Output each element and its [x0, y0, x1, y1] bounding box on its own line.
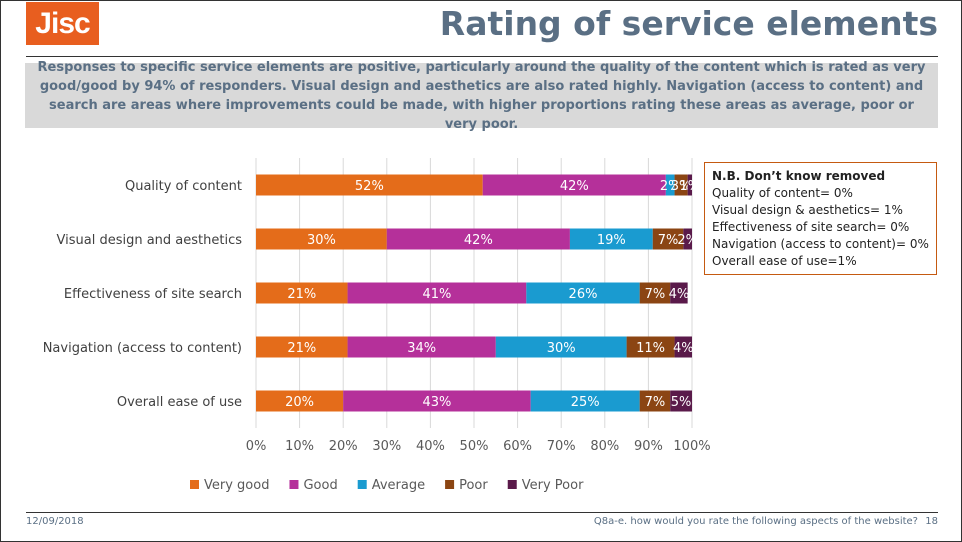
bar-segment — [670, 390, 692, 412]
data-label: 42% — [464, 233, 493, 248]
data-label: 20% — [285, 395, 314, 410]
page-title: Rating of service elements — [439, 4, 938, 43]
note-line: Visual design & aesthetics= 1% — [712, 203, 903, 217]
legend-swatch — [289, 480, 299, 489]
note-line: Navigation (access to content)= 0% — [712, 237, 929, 251]
data-label: 21% — [287, 287, 316, 302]
header-divider — [26, 56, 938, 57]
bar-segment — [256, 336, 348, 358]
bar-segment — [256, 228, 387, 250]
legend-label: Poor — [459, 478, 488, 493]
bar-segment — [674, 174, 688, 196]
data-label: 26% — [569, 287, 598, 302]
bar-segment — [256, 174, 483, 196]
x-tick-label: 30% — [372, 439, 401, 454]
bar-segment — [626, 336, 675, 358]
x-tick-label: 10% — [285, 439, 314, 454]
note-box: N.B. Don’t know removed Quality of conte… — [704, 162, 937, 275]
bar-segment — [347, 336, 496, 358]
bar-segment — [674, 336, 692, 358]
data-label: 11% — [636, 341, 665, 356]
bar-segment — [386, 228, 570, 250]
category-label: Navigation (access to content) — [43, 341, 242, 356]
data-label: 52% — [355, 179, 384, 194]
data-label: 2% — [677, 233, 698, 248]
category-label: Effectiveness of site search — [64, 287, 242, 302]
legend-label: Very Poor — [522, 478, 584, 493]
x-tick-label: 40% — [416, 439, 445, 454]
bar-segment — [256, 282, 348, 304]
data-label: 19% — [597, 233, 626, 248]
legend-label: Good — [303, 478, 337, 493]
category-label: Visual design and aesthetics — [57, 233, 243, 248]
note-line: Quality of content= 0% — [712, 186, 853, 200]
legend-label: Average — [372, 478, 425, 493]
bar-segment — [652, 228, 684, 250]
x-tick-label: 100% — [673, 439, 710, 454]
x-tick-label: 80% — [590, 439, 619, 454]
legend-swatch — [190, 480, 199, 489]
bar-segment — [482, 174, 666, 196]
bar-segment — [687, 174, 692, 196]
bar-segment — [256, 390, 344, 412]
bar-segment — [665, 174, 675, 196]
data-label: 42% — [560, 179, 589, 194]
legend-swatch — [357, 480, 367, 489]
data-label: 1% — [680, 179, 701, 194]
bar-segment — [639, 390, 671, 412]
legend-swatch — [507, 480, 517, 489]
bar-segment — [683, 228, 692, 250]
data-label: 41% — [422, 287, 451, 302]
x-tick-label: 90% — [634, 439, 663, 454]
data-label: 34% — [407, 341, 436, 356]
bar-segment — [670, 282, 688, 304]
data-label: 30% — [307, 233, 336, 248]
footer-date: 12/09/2018 — [26, 516, 84, 527]
data-label: 3% — [671, 179, 692, 194]
page-number: 18 — [925, 516, 938, 527]
bar-segment — [495, 336, 627, 358]
x-tick-label: 60% — [503, 439, 532, 454]
summary-text: Responses to specific service elements a… — [25, 60, 938, 132]
data-label: 4% — [669, 287, 690, 302]
data-label: 21% — [287, 341, 316, 356]
category-label: Quality of content — [125, 179, 242, 194]
data-label: 7% — [645, 395, 666, 410]
bar-segment — [526, 282, 640, 304]
stacked-bar-chart: 0% 10% 20% 30% 40% 50% 60% 70% 80% 90% 100% Quality… — [43, 158, 711, 493]
data-label: 25% — [571, 395, 600, 410]
data-label: 7% — [645, 287, 666, 302]
jisc-logo: Jisc — [26, 2, 99, 45]
data-label: 30% — [547, 341, 576, 356]
data-label: 5% — [671, 395, 692, 410]
bar-segment — [569, 228, 653, 250]
x-tick-label: 20% — [329, 439, 358, 454]
note-line: Effectiveness of site search= 0% — [712, 220, 910, 234]
footer-divider — [26, 512, 938, 513]
footer-question: Q8a-e. how would you rate the following … — [593, 516, 918, 527]
x-tick-label: 50% — [460, 439, 489, 454]
note-line: Overall ease of use=1% — [712, 254, 857, 268]
data-label: 43% — [422, 395, 451, 410]
legend-label: Very good — [204, 478, 269, 493]
data-label: 7% — [658, 233, 679, 248]
legend-swatch — [445, 480, 455, 489]
x-tick-label: 70% — [547, 439, 576, 454]
x-tick-label: 0% — [246, 439, 267, 454]
bar-segment — [347, 282, 527, 304]
bar-segment — [343, 390, 531, 412]
category-label: Overall ease of use — [117, 395, 242, 410]
bar-segment — [639, 282, 671, 304]
note-heading: N.B. Don’t know removed — [712, 169, 886, 183]
data-label: 4% — [673, 341, 694, 356]
bar-segment — [530, 390, 640, 412]
